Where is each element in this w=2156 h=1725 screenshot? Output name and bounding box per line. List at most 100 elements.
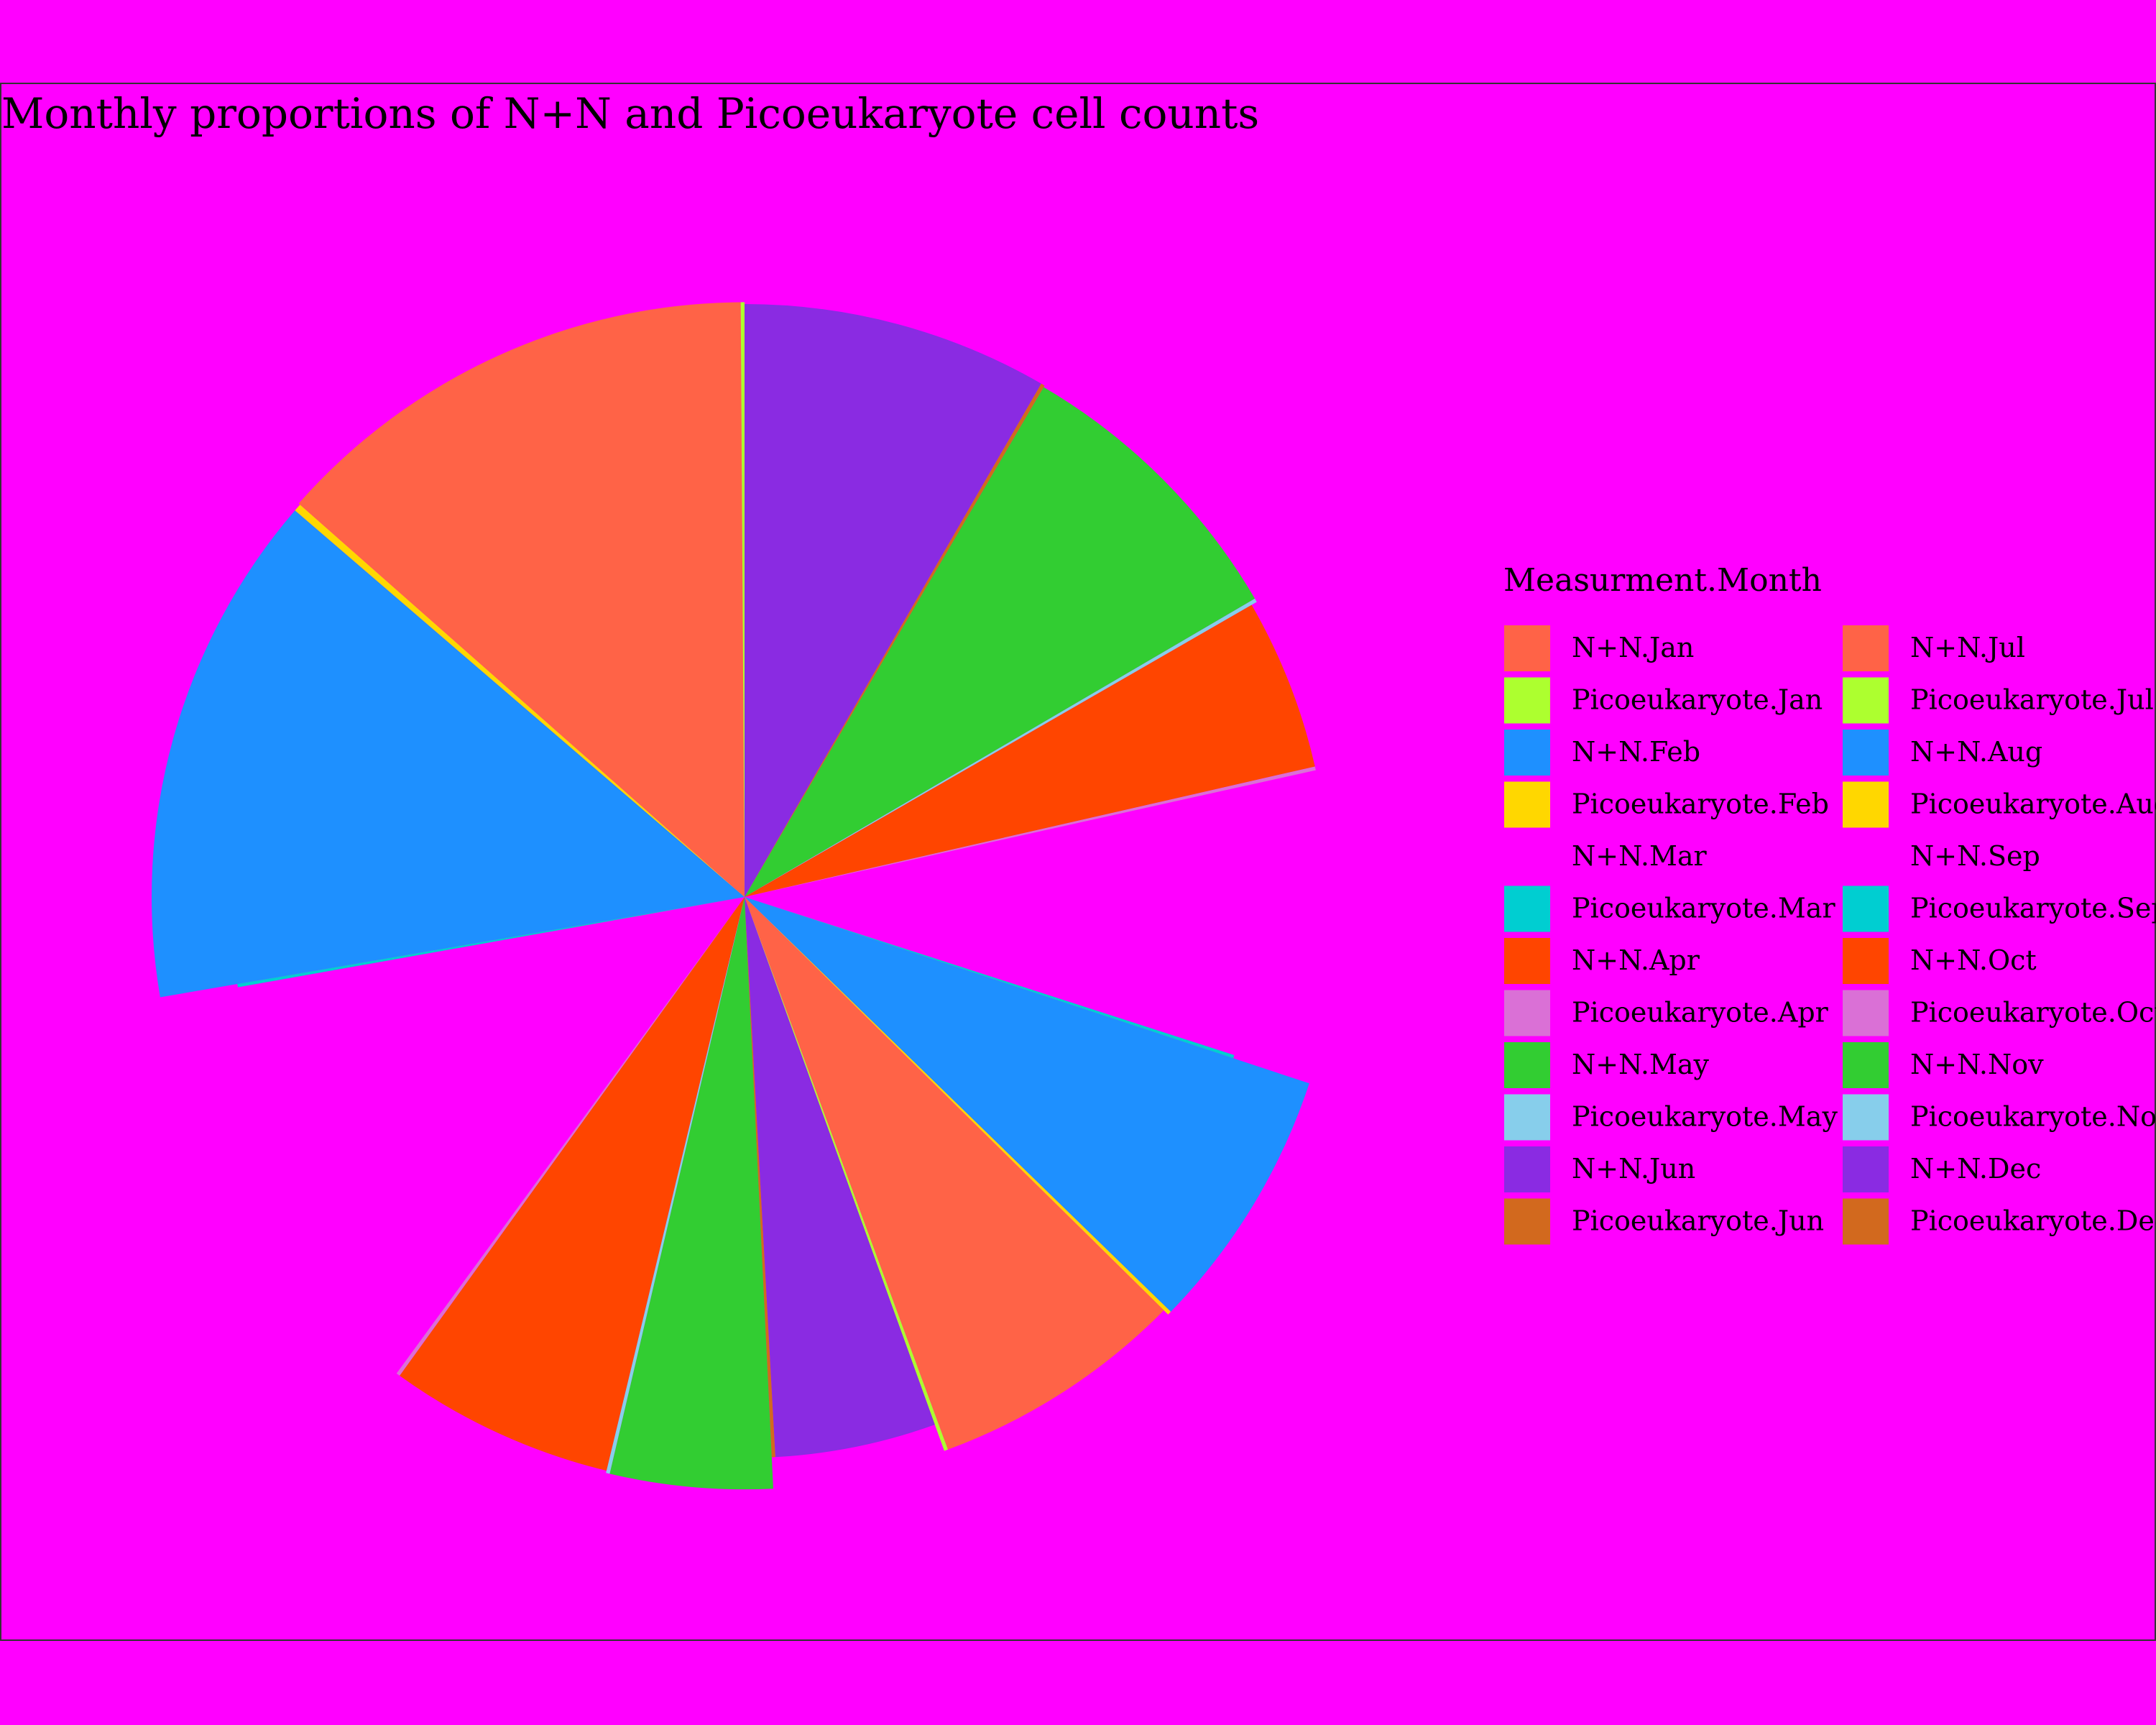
legend-label: Picoeukaryote.Sep: [1910, 893, 2156, 924]
legend-item: Picoeukaryote.Nov: [1843, 1094, 2156, 1141]
legend-swatch: [1843, 781, 1889, 828]
legend-label: N+N.Jan: [1572, 632, 1694, 663]
legend-swatch: [1504, 938, 1550, 984]
legend-title: Measurment.Month: [1503, 562, 1822, 599]
legend-swatch: [1504, 1042, 1550, 1088]
legend-item: Picoeukaryote.Jan: [1504, 677, 1823, 724]
legend-label: N+N.Mar: [1572, 840, 1708, 872]
slice-n-n-jun: N+N.Jun: [745, 897, 935, 1458]
legend-item: Picoeukaryote.May: [1504, 1094, 1838, 1141]
legend-label: Picoeukaryote.Nov: [1910, 1101, 2156, 1133]
legend-label: Picoeukaryote.Dec: [1910, 1205, 2156, 1237]
legend-item: N+N.Aug: [1843, 730, 2042, 776]
legend-item: Picoeukaryote.Feb: [1504, 781, 1829, 828]
slice-n-n-oct: N+N.Oct: [745, 604, 1315, 897]
legend-label: Picoeukaryote.Jan: [1572, 684, 1823, 716]
legend-item: N+N.May: [1504, 1042, 1710, 1088]
plot-panel-border: [0, 83, 2156, 1641]
legend-swatch: [1504, 1094, 1550, 1141]
legend-item: Picoeukaryote.Jul: [1843, 677, 2154, 724]
legend-swatch: [1843, 730, 1889, 776]
legend-label: N+N.Aug: [1910, 736, 2042, 768]
legend-label: Picoeukaryote.Feb: [1572, 788, 1829, 820]
legend-label: N+N.Oct: [1910, 944, 2037, 976]
slice-picoeukaryote-jan: Picoeukaryote.Jan: [740, 302, 745, 897]
chart-title: Monthly proportions of N+N and Picoeukar…: [1, 89, 1259, 138]
legend-swatch: [1843, 886, 1889, 932]
slice-picoeukaryote-may: Picoeukaryote.May: [606, 897, 745, 1474]
legend-item: N+N.Jan: [1504, 625, 1694, 671]
legend-item: Picoeukaryote.Mar: [1504, 886, 1835, 932]
legend-item: N+N.Sep: [1843, 834, 2040, 880]
slice-n-n-apr: N+N.Apr: [400, 897, 745, 1471]
legend-label: N+N.Dec: [1910, 1153, 2041, 1184]
slice-n-n-may: N+N.May: [609, 897, 773, 1490]
legend-item: Picoeukaryote.Apr: [1504, 990, 1829, 1036]
legend-label: Picoeukaryote.Apr: [1572, 997, 1829, 1029]
slice-n-n-jan: N+N.Jan: [298, 302, 745, 897]
legend-swatch: [1504, 1198, 1550, 1245]
legend-swatch: [1504, 625, 1550, 671]
slice-picoeukaryote-nov: Picoeukaryote.Nov: [745, 598, 1257, 897]
legend-label: N+N.Sep: [1910, 840, 2040, 872]
legend-items: N+N.Jan Picoeukaryote.Jan N+N.Feb Picoeukar…: [1504, 625, 2156, 1245]
legend-label: N+N.Nov: [1910, 1049, 2044, 1080]
legend-label: Picoeukaryote.Mar: [1572, 893, 1835, 924]
slice-n-n-sep: N+N.Sep: [745, 785, 1260, 1055]
legend-swatch: [1843, 625, 1889, 671]
legend-item: Picoeukaryote.Sep: [1843, 886, 2156, 932]
slice-picoeukaryote-feb: Picoeukaryote.Feb: [295, 505, 745, 897]
legend-swatch: [1504, 730, 1550, 776]
slice-picoeukaryote-oct: Picoeukaryote.Oct: [745, 766, 1316, 897]
legend-item: N+N.Jul: [1843, 625, 2025, 671]
slice-picoeukaryote-sep: Picoeukaryote.Sep: [745, 897, 1235, 1059]
legend-item: N+N.Mar: [1504, 834, 1708, 880]
legend-item: Picoeukaryote.Jun: [1504, 1198, 1824, 1245]
legend-swatch: [1843, 1042, 1889, 1088]
slice-picoeukaryote-jul: Picoeukaryote.Jul: [745, 897, 948, 1451]
slice-picoeukaryote-dec: Picoeukaryote.Dec: [745, 383, 1045, 897]
legend-label: Picoeukaryote.Oct: [1910, 997, 2156, 1029]
legend-swatch: [1843, 1146, 1889, 1192]
slice-n-n-dec: N+N.Dec: [745, 304, 1041, 897]
legend-swatch: [1504, 834, 1550, 880]
legend-label: N+N.Apr: [1572, 944, 1700, 976]
legend-swatch: [1504, 990, 1550, 1036]
legend-label: Picoeukaryote.Aug: [1910, 788, 2156, 820]
slice-picoeukaryote-mar: Picoeukaryote.Mar: [237, 897, 745, 988]
slice-picoeukaryote-apr: Picoeukaryote.Apr: [396, 897, 745, 1376]
legend-label: N+N.Feb: [1572, 736, 1700, 768]
slice-picoeukaryote-jun: Picoeukaryote.Jun: [745, 897, 775, 1458]
legend-label: Picoeukaryote.May: [1572, 1101, 1838, 1133]
slice-n-n-mar: N+N.Mar: [238, 897, 745, 1313]
legend-item: N+N.Feb: [1504, 730, 1700, 776]
legend-item: N+N.Dec: [1843, 1146, 2041, 1192]
legend-swatch: [1504, 1146, 1550, 1192]
legend-swatch: [1843, 938, 1889, 984]
legend-item: N+N.Oct: [1843, 938, 2037, 984]
legend-swatch: [1843, 1198, 1889, 1245]
legend-item: N+N.Jun: [1504, 1146, 1695, 1192]
slice-n-n-nov: N+N.Nov: [745, 387, 1256, 897]
slice-picoeukaryote-aug: Picoeukaryote.Aug: [745, 897, 1171, 1315]
legend-item: Picoeukaryote.Dec: [1843, 1198, 2156, 1245]
slice-n-n-aug: N+N.Aug: [745, 897, 1309, 1312]
legend-item: N+N.Nov: [1843, 1042, 2044, 1088]
legend-label: N+N.Jul: [1910, 632, 2025, 663]
legend-item: Picoeukaryote.Aug: [1843, 781, 2156, 828]
legend-swatch: [1843, 834, 1889, 880]
legend-swatch: [1843, 990, 1889, 1036]
legend-label: Picoeukaryote.Jun: [1572, 1205, 1824, 1237]
legend: Measurment.Month N+N.Jan Picoeukaryote.Ja…: [1503, 562, 2156, 1245]
legend-label: Picoeukaryote.Jul: [1910, 684, 2154, 716]
slice-n-n-jul: N+N.Jul: [745, 897, 1164, 1450]
legend-item: N+N.Apr: [1504, 938, 1700, 984]
legend-label: N+N.Jun: [1572, 1153, 1695, 1184]
legend-swatch: [1843, 1094, 1889, 1141]
legend-swatch: [1504, 781, 1550, 828]
legend-label: N+N.May: [1572, 1049, 1710, 1080]
legend-item: Picoeukaryote.Oct: [1843, 990, 2156, 1036]
legend-swatch: [1504, 886, 1550, 932]
legend-swatch: [1843, 677, 1889, 724]
legend-swatch: [1504, 677, 1550, 724]
